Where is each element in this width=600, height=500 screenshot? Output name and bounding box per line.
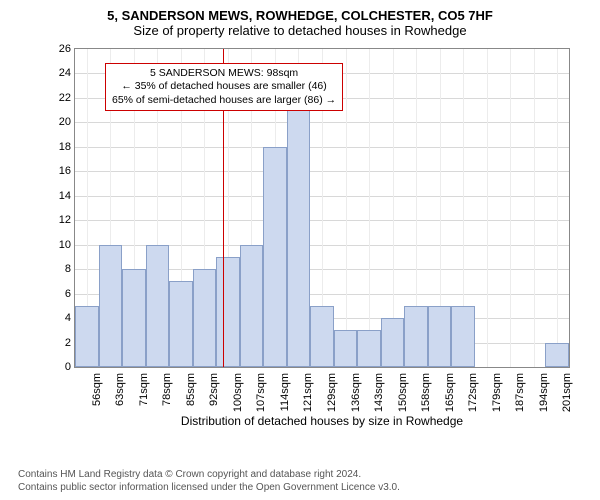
x-tick-label: 143sqm — [373, 371, 385, 412]
x-tick-label: 165sqm — [444, 371, 456, 412]
x-tick-label: 129sqm — [326, 371, 338, 412]
x-tick-label: 92sqm — [208, 371, 220, 406]
histogram-bar — [263, 147, 287, 367]
y-tick-label: 6 — [49, 288, 75, 300]
gridline-vertical — [346, 49, 347, 367]
y-tick-label: 14 — [49, 190, 75, 202]
gridline-vertical — [487, 49, 488, 367]
y-tick-label: 16 — [49, 165, 75, 177]
histogram-bar — [404, 306, 428, 367]
y-tick-label: 18 — [49, 141, 75, 153]
histogram-bar — [99, 245, 123, 367]
gridline-vertical — [369, 49, 370, 367]
histogram-bar — [545, 343, 569, 367]
histogram-bar — [240, 245, 264, 367]
x-tick-label: 187sqm — [514, 371, 526, 412]
plot-area: 0246810121416182022242656sqm63sqm71sqm78… — [74, 48, 570, 368]
x-tick-label: 71sqm — [138, 371, 150, 406]
x-tick-label: 107sqm — [255, 371, 267, 412]
gridline-vertical — [510, 49, 511, 367]
x-tick-label: 63sqm — [114, 371, 126, 406]
y-tick-label: 2 — [49, 337, 75, 349]
x-tick-label: 201sqm — [561, 371, 573, 412]
histogram-bar — [193, 269, 217, 367]
histogram-bar — [310, 306, 334, 367]
y-tick-label: 12 — [49, 214, 75, 226]
x-tick-label: 100sqm — [232, 371, 244, 412]
page-subtitle: Size of property relative to detached ho… — [0, 23, 600, 40]
gridline-vertical — [557, 49, 558, 367]
x-tick-label: 85sqm — [185, 371, 197, 406]
x-tick-label: 136sqm — [350, 371, 362, 412]
histogram-bar — [428, 306, 452, 367]
histogram-bar — [75, 306, 99, 367]
x-tick-label: 194sqm — [538, 371, 550, 412]
x-tick-label: 121sqm — [302, 371, 314, 412]
callout-line: ← 35% of detached houses are smaller (46… — [112, 80, 336, 93]
y-tick-label: 0 — [49, 361, 75, 373]
callout-line: 5 SANDERSON MEWS: 98sqm — [112, 67, 336, 80]
histogram-bar — [169, 281, 193, 367]
histogram-bar — [451, 306, 475, 367]
x-tick-label: 56sqm — [91, 371, 103, 406]
x-tick-label: 150sqm — [397, 371, 409, 412]
x-tick-label: 172sqm — [467, 371, 479, 412]
page-title: 5, SANDERSON MEWS, ROWHEDGE, COLCHESTER,… — [0, 0, 600, 23]
footer-line: Contains public sector information licen… — [18, 481, 400, 494]
y-tick-label: 20 — [49, 116, 75, 128]
callout-line: 65% of semi-detached houses are larger (… — [112, 94, 336, 107]
footer: Contains HM Land Registry data © Crown c… — [18, 468, 400, 494]
y-tick-label: 24 — [49, 67, 75, 79]
chart-container: Number of detached properties 0246810121… — [50, 48, 570, 418]
histogram-bar — [122, 269, 146, 367]
y-tick-label: 22 — [49, 92, 75, 104]
histogram-bar — [334, 330, 358, 367]
gridline-vertical — [534, 49, 535, 367]
y-tick-label: 4 — [49, 312, 75, 324]
x-tick-label: 179sqm — [491, 371, 503, 412]
histogram-bar — [381, 318, 405, 367]
footer-line: Contains HM Land Registry data © Crown c… — [18, 468, 400, 481]
x-tick-label: 78sqm — [161, 371, 173, 406]
x-tick-label: 114sqm — [279, 371, 291, 411]
histogram-bar — [216, 257, 240, 367]
histogram-bar — [357, 330, 381, 367]
y-tick-label: 26 — [49, 43, 75, 55]
x-axis-label: Distribution of detached houses by size … — [74, 414, 570, 428]
x-tick-label: 158sqm — [420, 371, 432, 412]
histogram-bar — [146, 245, 170, 367]
y-tick-label: 10 — [49, 239, 75, 251]
histogram-bar — [287, 98, 311, 367]
y-tick-label: 8 — [49, 263, 75, 275]
callout-box: 5 SANDERSON MEWS: 98sqm ← 35% of detache… — [105, 63, 343, 111]
